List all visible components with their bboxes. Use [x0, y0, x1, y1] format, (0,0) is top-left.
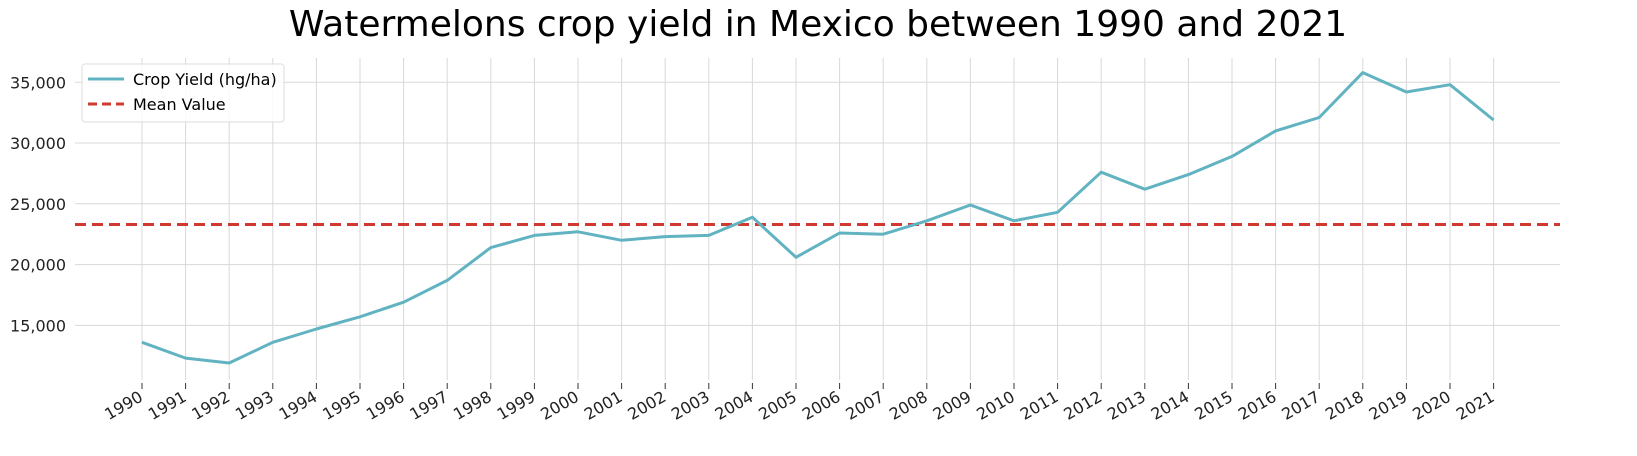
data-point — [446, 279, 449, 282]
x-tick-label: 2013 — [1104, 387, 1149, 424]
x-tick-label: 1993 — [232, 387, 277, 424]
x-tick-label: 1995 — [319, 387, 364, 424]
data-point — [1056, 211, 1059, 214]
y-axis-ticks: 15,000 20,000 25,000 30,000 35,000 — [10, 73, 66, 335]
x-tick-label: 2006 — [799, 387, 844, 424]
x-tick-label: 1997 — [406, 387, 451, 424]
x-tick-label: 2004 — [712, 387, 757, 424]
x-tick-label: 2016 — [1235, 387, 1280, 424]
data-point — [1013, 219, 1016, 222]
data-point — [882, 233, 885, 236]
x-tick-label: 2018 — [1322, 387, 1367, 424]
legend-label-mean-value: Mean Value — [133, 95, 226, 114]
data-point — [1361, 71, 1364, 74]
data-point — [489, 246, 492, 249]
x-tick-label: 2000 — [537, 387, 582, 424]
x-tick-label: 2002 — [624, 387, 669, 424]
legend: Crop Yield (hg/ha) Mean Value — [81, 63, 285, 123]
y-tick-label: 15,000 — [10, 316, 66, 335]
x-tick-label: 2021 — [1453, 387, 1498, 424]
data-point — [1231, 155, 1234, 158]
x-axis-ticks: 1990199119921993199419951996199719981999… — [101, 383, 1498, 424]
data-point — [838, 231, 841, 234]
x-tick-label: 1998 — [450, 387, 495, 424]
x-tick-label: 1999 — [494, 387, 539, 424]
y-tick-label: 35,000 — [10, 73, 66, 92]
crop-yield-line — [141, 71, 1495, 365]
data-point — [141, 341, 144, 344]
data-point — [1187, 173, 1190, 176]
data-point — [315, 327, 318, 330]
x-tick-label: 2009 — [930, 387, 975, 424]
grid — [75, 58, 1560, 380]
data-point — [1318, 116, 1321, 119]
data-point — [402, 301, 405, 304]
x-tick-label: 2008 — [886, 387, 931, 424]
data-point — [1492, 118, 1495, 121]
x-tick-label: 2015 — [1191, 387, 1236, 424]
x-tick-label: 1994 — [276, 387, 321, 424]
data-point — [751, 216, 754, 219]
y-tick-label: 25,000 — [10, 195, 66, 214]
data-point — [707, 234, 710, 237]
data-point — [969, 204, 972, 207]
x-tick-label: 2012 — [1060, 387, 1105, 424]
legend-box — [81, 63, 285, 123]
data-point — [664, 235, 667, 238]
data-point — [620, 239, 623, 242]
x-tick-label: 2001 — [581, 387, 626, 424]
x-tick-label: 2003 — [668, 387, 713, 424]
x-tick-label: 2005 — [755, 387, 800, 424]
data-point — [1405, 91, 1408, 94]
x-tick-label: 2007 — [842, 387, 887, 424]
data-point — [533, 234, 536, 237]
x-tick-label: 2019 — [1366, 387, 1411, 424]
data-point — [271, 341, 274, 344]
x-tick-label: 2011 — [1017, 387, 1062, 424]
data-point — [228, 361, 231, 364]
x-tick-label: 1992 — [188, 387, 233, 424]
data-point — [184, 357, 187, 360]
x-tick-label: 1991 — [145, 387, 190, 424]
data-point — [1143, 188, 1146, 191]
data-point — [1100, 171, 1103, 174]
y-tick-label: 30,000 — [10, 134, 66, 153]
chart-title: Watermelons crop yield in Mexico between… — [289, 4, 1347, 45]
data-point — [1449, 83, 1452, 86]
data-point — [359, 315, 362, 318]
data-point — [795, 256, 798, 259]
x-tick-label: 1996 — [363, 387, 408, 424]
series-group — [141, 71, 1495, 365]
x-tick-label: 2014 — [1148, 387, 1193, 424]
data-point — [925, 219, 928, 222]
data-point — [1274, 129, 1277, 132]
x-tick-label: 1990 — [101, 387, 146, 424]
x-tick-label: 2020 — [1409, 387, 1454, 424]
x-tick-label: 2010 — [973, 387, 1018, 424]
data-point — [577, 230, 580, 233]
x-tick-label: 2017 — [1278, 387, 1323, 424]
y-tick-label: 20,000 — [10, 256, 66, 275]
legend-label-crop-yield: Crop Yield (hg/ha) — [133, 70, 277, 89]
